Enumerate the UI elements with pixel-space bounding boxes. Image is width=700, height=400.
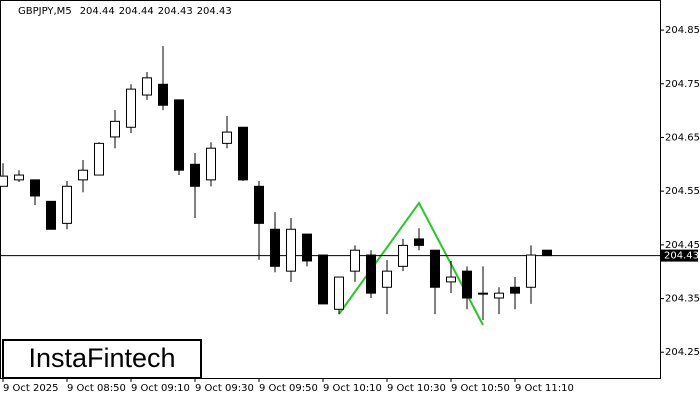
candle-body xyxy=(334,276,344,310)
y-tick-label: 204.45 xyxy=(665,240,700,251)
x-tick-label: 9 Oct 10:50 xyxy=(451,383,510,394)
candle-body xyxy=(158,83,168,106)
candle-body xyxy=(462,270,472,299)
plot-frame xyxy=(0,0,661,379)
candle-body xyxy=(494,292,504,299)
candle-body xyxy=(430,249,440,288)
x-tick-label: 9 Oct 09:10 xyxy=(131,383,190,394)
candle-body xyxy=(0,175,8,187)
candle-body xyxy=(286,228,296,272)
candle-body xyxy=(30,179,40,197)
candle-body xyxy=(222,131,232,144)
candle-body xyxy=(478,292,488,295)
candle-body xyxy=(302,233,312,262)
candle-body xyxy=(510,286,520,294)
x-tick-label: 9 Oct 2025 xyxy=(3,383,58,394)
price-label: 204.43 xyxy=(664,251,699,262)
y-tick-label: 204.65 xyxy=(665,132,700,143)
candle-body xyxy=(62,185,72,224)
last-low: 204.43 xyxy=(158,6,193,17)
candle-body xyxy=(254,185,264,224)
x-tick-label: 9 Oct 11:10 xyxy=(515,383,574,394)
x-tick-label: 9 Oct 09:50 xyxy=(259,383,318,394)
candle-body xyxy=(366,254,376,294)
candle-body xyxy=(238,126,248,181)
logo: InstaFintech xyxy=(28,343,175,373)
y-tick-label: 204.35 xyxy=(665,294,700,305)
candle-body xyxy=(446,276,456,283)
candle-body xyxy=(110,120,120,138)
candle-body xyxy=(46,200,56,230)
candle-body xyxy=(94,142,104,176)
candle-body xyxy=(142,77,152,96)
last-open: 204.44 xyxy=(80,6,115,17)
last-close: 204.43 xyxy=(197,6,232,17)
header: GBPJPY,M5 204.44 204.44 204.43 204.43 xyxy=(18,6,232,17)
candle-body xyxy=(206,147,216,181)
last-high: 204.44 xyxy=(119,6,154,17)
candle-body xyxy=(318,254,328,305)
y-tick-label: 204.55 xyxy=(665,186,700,197)
x-tick-label: 9 Oct 09:30 xyxy=(195,383,254,394)
candle-body xyxy=(350,249,360,272)
symbol: GBPJPY,M5 xyxy=(18,6,72,17)
candle-body xyxy=(398,244,408,267)
candle-body xyxy=(78,169,88,181)
candle-body xyxy=(542,249,552,257)
candle-body xyxy=(382,270,392,288)
y-tick-label: 204.25 xyxy=(665,347,700,358)
candle-body xyxy=(414,238,424,246)
candle-body xyxy=(270,228,280,267)
y-tick-label: 204.75 xyxy=(665,79,700,90)
candle-body xyxy=(174,99,184,171)
logo-box xyxy=(2,339,202,379)
candle-body xyxy=(14,174,24,181)
candle-body xyxy=(526,254,536,288)
candle-body xyxy=(190,163,200,187)
pattern-line xyxy=(338,201,484,326)
x-tick-label: 9 Oct 10:10 xyxy=(323,383,382,394)
x-tick-label: 9 Oct 08:50 xyxy=(67,383,126,394)
x-tick-label: 9 Oct 10:30 xyxy=(387,383,446,394)
y-tick-label: 204.85 xyxy=(665,25,700,36)
price-label-box xyxy=(661,249,698,262)
candle-body xyxy=(126,88,136,128)
